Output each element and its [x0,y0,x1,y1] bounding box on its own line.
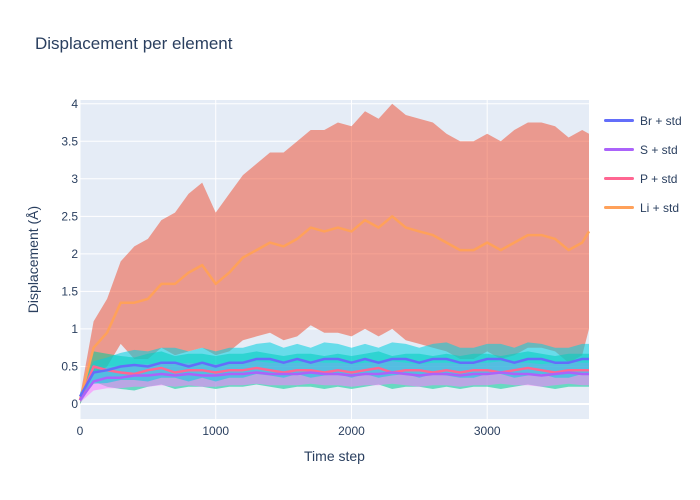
std-band-li [80,103,589,405]
legend-item-br[interactable]: Br + std [604,106,682,135]
legend-label-p: P + std [640,171,678,186]
legend-swatch-br [604,119,634,122]
y-tick-label: 3 [71,172,78,186]
x-tick-label: 0 [77,424,84,438]
mean-line-li[interactable] [78,215,591,401]
mean-lines [78,215,591,401]
mean-line-s[interactable] [78,371,589,401]
x-axis-label: Time step [304,448,365,464]
legend-swatch-li [604,206,634,209]
y-tick-label: 0.5 [61,359,78,373]
x-tick-label: 2000 [338,424,365,438]
y-tick-label: 3.5 [61,134,78,148]
legend-item-li[interactable]: Li + std [604,193,682,222]
mean-line-br[interactable] [78,357,589,398]
legend-label-br: Br + std [640,113,682,128]
legend-swatch-s [604,148,634,151]
y-axis-label: Displacement (Å) [25,206,41,313]
legend-item-s[interactable]: S + std [604,135,682,164]
x-tick-label: 3000 [474,424,501,438]
legend-swatch-p [604,177,634,180]
mean-line-p[interactable] [78,365,589,401]
y-tick-label: 2 [71,247,78,261]
y-tick-label: 1 [71,322,78,336]
chart-title: Displacement per element [35,34,233,53]
x-tick-labels: 0 1000 2000 3000 [77,424,501,438]
y-tick-label: 0 [71,397,78,411]
legend-label-li: Li + std [640,200,680,215]
y-tick-label: 1.5 [61,284,78,298]
y-tick-label: 4 [71,97,78,111]
x-tick-label: 1000 [202,424,229,438]
legend-item-p[interactable]: P + std [604,164,682,193]
y-tick-labels: 0 0.5 1 1.5 2 2.5 3 3.5 4 [61,97,78,411]
legend: Br + std S + std P + std Li + std [604,106,682,222]
y-tick-label: 2.5 [61,209,78,223]
legend-label-s: S + std [640,142,678,157]
